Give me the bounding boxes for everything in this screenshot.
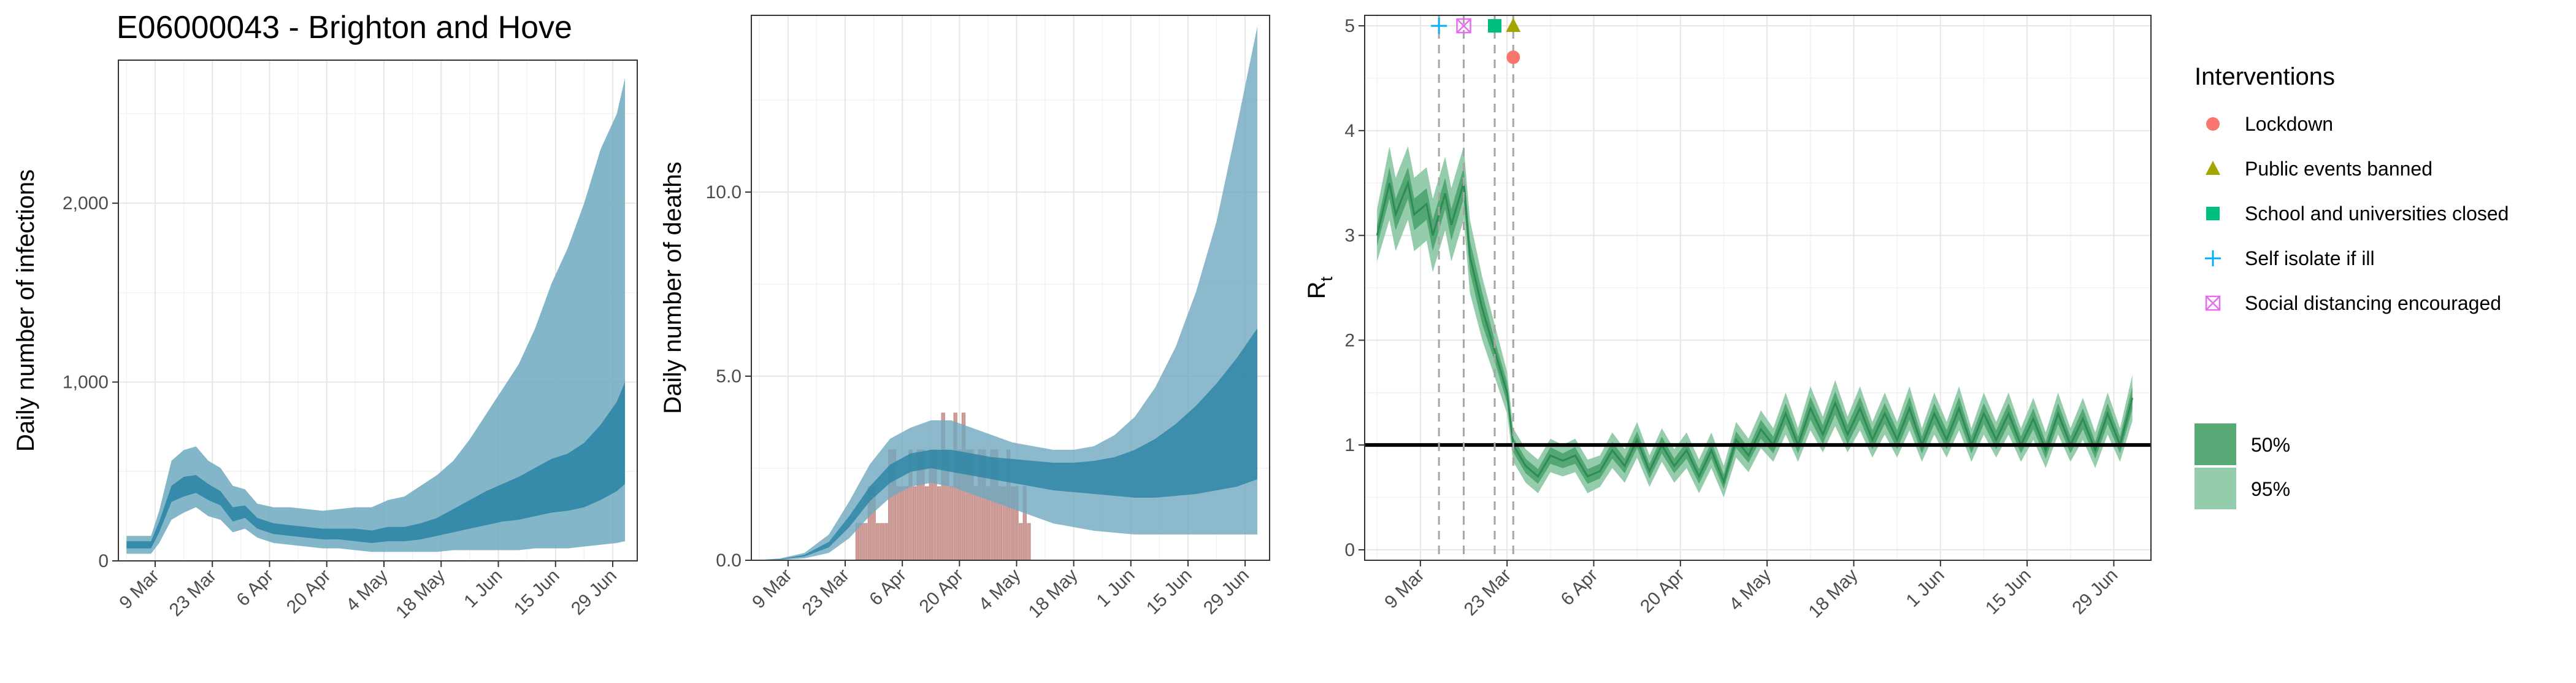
legend-title-interventions: Interventions xyxy=(2195,63,2335,90)
death-bar xyxy=(949,486,954,561)
death-bar xyxy=(912,486,917,561)
death-bar xyxy=(904,486,908,561)
death-bar xyxy=(896,486,900,561)
infections-50-band xyxy=(126,382,626,549)
infections-x-tick-label: 18 May xyxy=(392,566,449,623)
deaths-x-tick-label: 4 May xyxy=(975,565,1024,615)
infections-x-tick-label: 20 Apr xyxy=(283,566,335,618)
rt-x-tick-label: 1 Jun xyxy=(1903,565,1949,611)
death-bar xyxy=(876,523,880,561)
rt-y-axis-letter: R xyxy=(1303,281,1330,299)
infections-x-tick-label: 4 May xyxy=(342,566,392,615)
rt-panel-border xyxy=(1364,15,2152,561)
deaths-95-band xyxy=(755,26,1258,560)
legend: Interventions Lockdown Public events bann… xyxy=(2195,63,2509,509)
death-bar xyxy=(900,486,905,561)
death-bar xyxy=(1027,523,1031,561)
deaths-x-tick-label: 23 Mar xyxy=(799,565,853,620)
rt-x-tick-label: 29 Jun xyxy=(2068,565,2122,619)
infections-x-tick-label: 9 Mar xyxy=(115,566,163,614)
infections-y-axis-title: Daily number of infections xyxy=(12,169,39,452)
infections-y-tick-label: 1,000 xyxy=(63,372,109,393)
rt-y-tick-label: 0 xyxy=(1344,540,1355,560)
deaths-x-tick-label: 6 Apr xyxy=(865,565,910,610)
plot-title: E06000043 - Brighton and Hove xyxy=(117,10,572,45)
infections-x-tick-label: 15 Jun xyxy=(510,566,564,619)
legend-triangle-marker-public-events xyxy=(2206,161,2220,175)
deaths-y-tick-label: 10.0 xyxy=(706,182,742,203)
rt-y-tick-label: 2 xyxy=(1344,330,1355,350)
rt-y-axis-subscript: t xyxy=(1317,276,1336,281)
death-bar xyxy=(937,486,941,561)
infections-y-tick-label: 0 xyxy=(98,551,109,571)
legend-item-label: Public events banned xyxy=(2245,158,2432,180)
rt-y-tick-label: 1 xyxy=(1344,435,1355,455)
legend-item-label: Lockdown xyxy=(2245,113,2333,135)
rt-x-tick-label: 18 May xyxy=(1805,565,1862,622)
death-bar xyxy=(884,523,888,561)
rt-y-tick-label: 4 xyxy=(1344,121,1355,141)
deaths-y-axis-title: Daily number of deaths xyxy=(659,161,686,414)
legend-ci-label: 50% xyxy=(2251,434,2290,456)
infections-x-tick-label: 29 Jun xyxy=(567,566,621,619)
deaths-y-tick-label: 0.0 xyxy=(716,550,742,571)
rt-x-tick-label: 4 May xyxy=(1725,565,1775,615)
rt-y-axis-title: Rt xyxy=(1303,276,1336,299)
rt-median-line xyxy=(1376,179,2134,485)
legend-boxed-x-marker-social-distancing-x2 xyxy=(2206,296,2220,311)
rt-y-tick-label: 3 xyxy=(1344,226,1355,246)
rt-x-tick-label: 6 Apr xyxy=(1557,565,1602,610)
rt-95-band xyxy=(1377,146,2133,498)
legend-square-marker-schools xyxy=(2206,207,2220,220)
infections-x-tick-label: 6 Apr xyxy=(233,566,278,611)
deaths-x-tick-label: 29 Jun xyxy=(1200,565,1253,619)
death-bar xyxy=(859,523,864,561)
intervention-marker-schools xyxy=(1487,19,1501,33)
legend-item-label: Social distancing encouraged xyxy=(2245,292,2501,314)
deaths-x-tick-label: 9 Mar xyxy=(748,565,796,613)
infections-panel-border xyxy=(118,60,638,561)
infections-y-tick-label: 2,000 xyxy=(63,193,109,214)
deaths-x-tick-label: 1 Jun xyxy=(1092,565,1138,611)
legend-boxed-x-marker-social-distancing-box xyxy=(2205,295,2221,311)
legend-circle-marker-lockdown xyxy=(2206,117,2220,131)
rt-x-tick-label: 15 Jun xyxy=(1982,565,2035,619)
infections-95-band xyxy=(126,78,626,554)
intervention-marker-social-distancing-x2 xyxy=(1456,18,1471,33)
deaths-y-tick-label: 5.0 xyxy=(716,366,742,387)
death-bar xyxy=(880,523,884,561)
legend-ci-swatch xyxy=(2195,468,2236,509)
deaths-panel: 0.0 5.0 10.0 9 Mar 23 Mar 6 Apr 20 Apr 4 May 18… xyxy=(659,15,1270,622)
death-bar xyxy=(1018,523,1023,561)
deaths-x-tick-label: 15 Jun xyxy=(1143,565,1196,619)
legend-item-label: School and universities closed xyxy=(2245,203,2509,225)
infections-x-tick-label: 1 Jun xyxy=(460,566,506,612)
death-bar xyxy=(924,486,929,561)
rt-x-tick-label: 23 Mar xyxy=(1460,565,1515,620)
legend-item-label: Self isolate if ill xyxy=(2245,247,2375,269)
rt-x-tick-label: 9 Mar xyxy=(1381,565,1428,613)
deaths-x-tick-label: 20 Apr xyxy=(916,565,968,617)
death-bar xyxy=(973,486,978,561)
deaths-panel-border xyxy=(751,15,1270,561)
rt-y-tick-label: 5 xyxy=(1344,16,1355,36)
deaths-x-tick-label: 18 May xyxy=(1025,565,1082,622)
rt-panel: 0 1 2 3 4 5 9 Mar 23 Mar 6 Apr 20 Apr 4 May 18 May… xyxy=(1303,15,2152,622)
infections-x-tick-label: 23 Mar xyxy=(166,566,220,620)
rt-x-tick-label: 20 Apr xyxy=(1636,565,1689,617)
intervention-marker-public-events xyxy=(1506,18,1521,33)
legend-ci-swatch xyxy=(2195,423,2236,465)
death-bar xyxy=(864,523,868,561)
legend-ci-label: 95% xyxy=(2251,478,2290,500)
intervention-marker-social-distancing-box xyxy=(1456,18,1471,34)
intervention-marker-lockdown xyxy=(1506,50,1520,64)
deaths-50-band xyxy=(755,328,1258,560)
